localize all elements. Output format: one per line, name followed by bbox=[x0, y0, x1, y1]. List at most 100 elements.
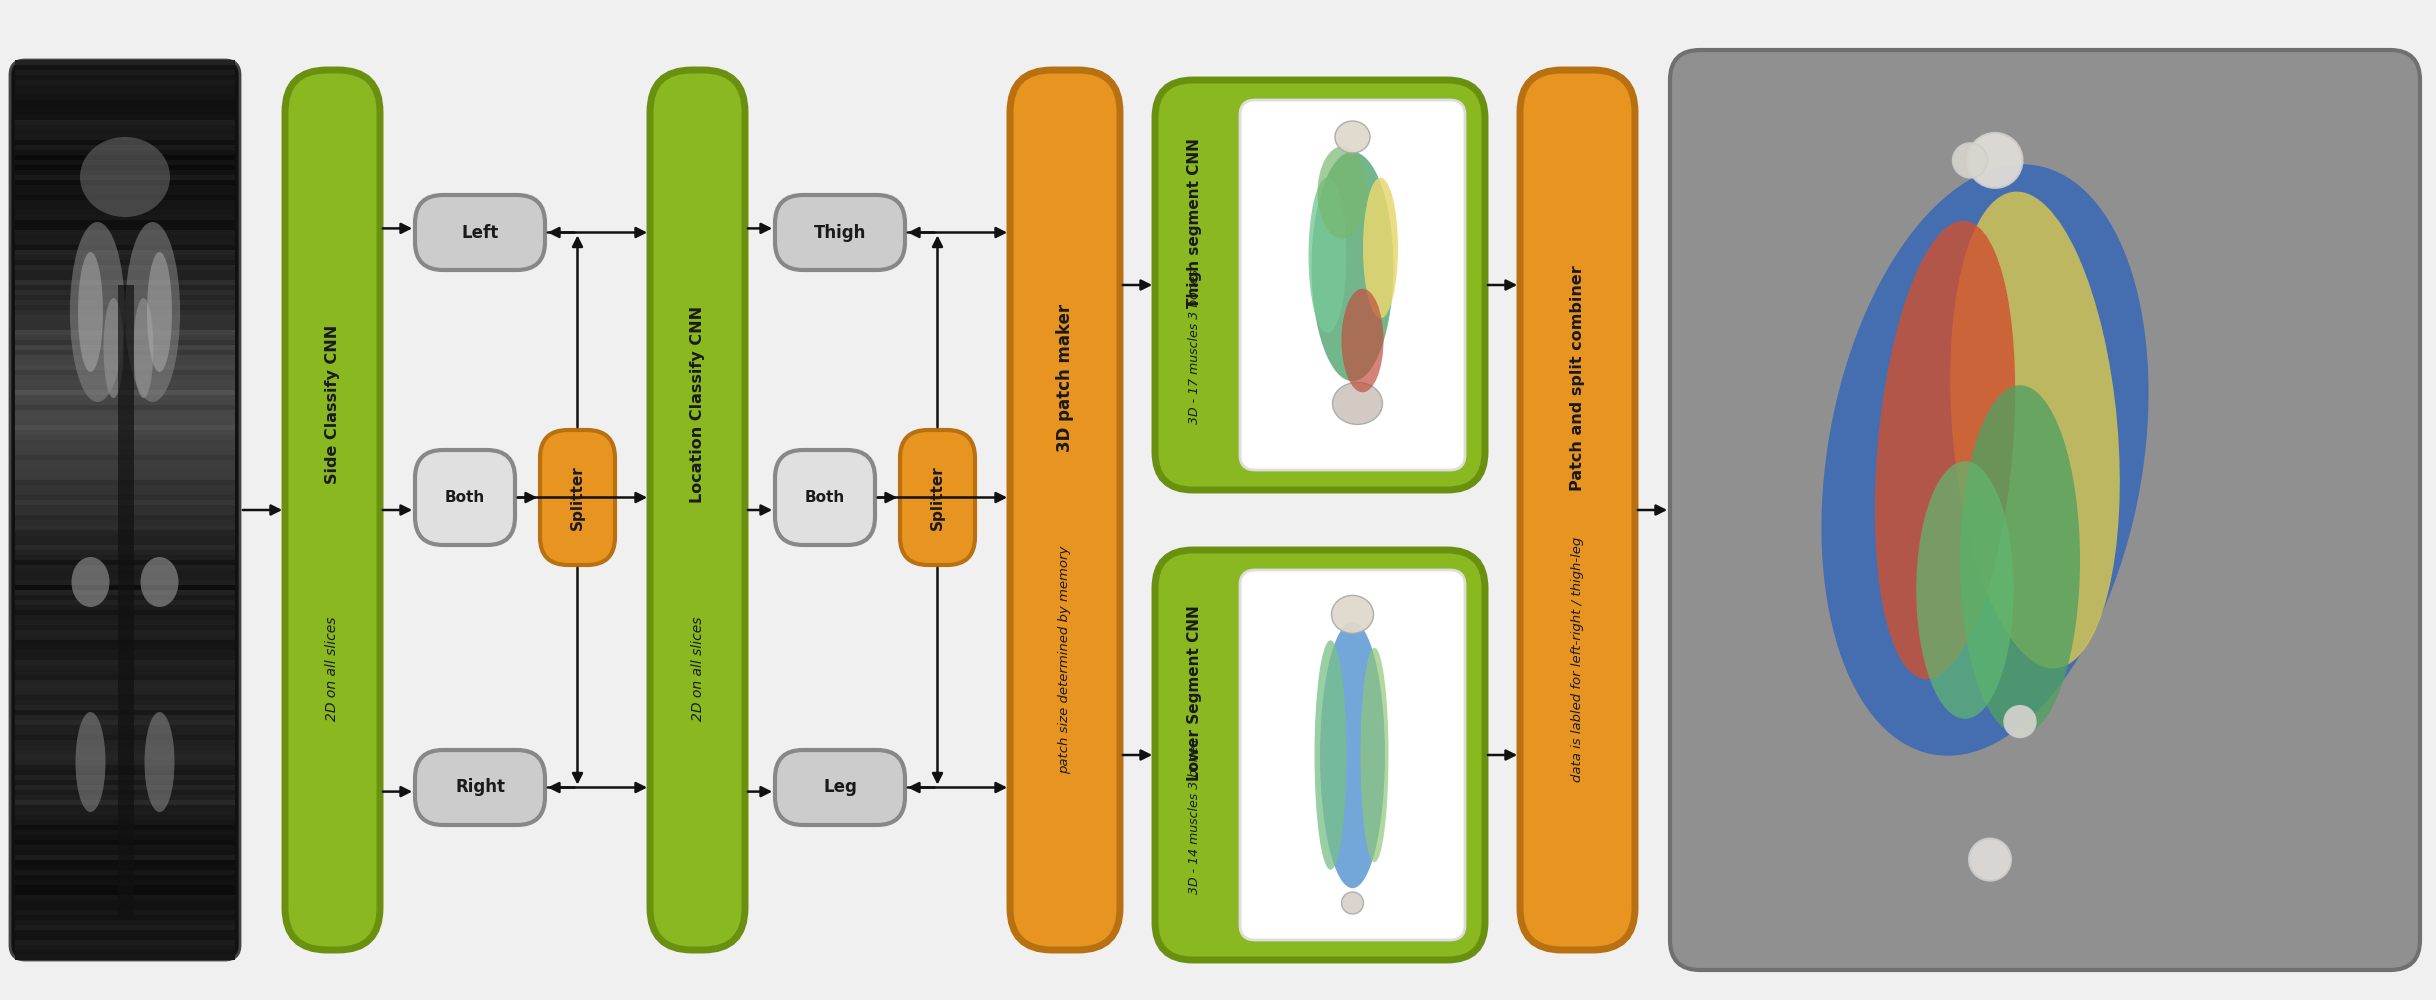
Bar bbox=[15, 790, 234, 795]
Ellipse shape bbox=[146, 252, 173, 372]
Bar bbox=[15, 825, 234, 830]
Bar bbox=[15, 945, 234, 950]
Bar bbox=[15, 475, 234, 480]
Bar bbox=[15, 445, 234, 450]
Bar bbox=[15, 700, 234, 705]
Text: 2D on all slices: 2D on all slices bbox=[689, 616, 704, 721]
Bar bbox=[15, 430, 234, 435]
Bar bbox=[15, 435, 234, 440]
Bar bbox=[15, 535, 234, 540]
Bar bbox=[15, 300, 234, 305]
Bar bbox=[15, 665, 234, 670]
Bar bbox=[15, 795, 234, 800]
Bar bbox=[15, 405, 234, 410]
Bar bbox=[15, 265, 234, 270]
Bar bbox=[15, 415, 234, 420]
Bar bbox=[15, 690, 234, 695]
Text: Location Classify CNN: Location Classify CNN bbox=[689, 306, 704, 503]
Bar bbox=[15, 595, 234, 600]
Ellipse shape bbox=[1954, 143, 1988, 178]
Text: Splitter: Splitter bbox=[931, 465, 945, 530]
Bar bbox=[15, 180, 234, 185]
Bar bbox=[15, 140, 234, 145]
Bar bbox=[15, 750, 234, 755]
Bar bbox=[15, 450, 234, 455]
Bar bbox=[15, 190, 234, 195]
Bar bbox=[15, 910, 234, 915]
Bar bbox=[15, 315, 234, 320]
Bar bbox=[15, 370, 234, 375]
Bar bbox=[15, 780, 234, 785]
Bar bbox=[15, 510, 234, 515]
Bar bbox=[15, 525, 234, 530]
Bar bbox=[15, 320, 234, 325]
Bar bbox=[15, 755, 234, 760]
Text: data is labled for left-right / thigh-leg: data is labled for left-right / thigh-le… bbox=[1571, 537, 1583, 782]
Text: 2D on all slices: 2D on all slices bbox=[326, 616, 339, 721]
Ellipse shape bbox=[1961, 385, 2080, 735]
Bar bbox=[15, 660, 234, 665]
Bar bbox=[15, 385, 234, 390]
Bar bbox=[15, 935, 234, 940]
Bar bbox=[15, 585, 234, 590]
Bar bbox=[15, 80, 234, 85]
Bar bbox=[15, 455, 234, 460]
Text: Thigh: Thigh bbox=[814, 224, 867, 241]
FancyBboxPatch shape bbox=[1155, 80, 1486, 490]
Bar bbox=[15, 400, 234, 405]
FancyBboxPatch shape bbox=[541, 430, 614, 565]
Bar bbox=[15, 90, 234, 95]
Ellipse shape bbox=[1332, 595, 1374, 633]
Bar bbox=[15, 395, 234, 400]
Bar bbox=[15, 615, 234, 620]
Ellipse shape bbox=[1342, 892, 1364, 914]
Bar bbox=[15, 760, 234, 765]
Bar bbox=[15, 830, 234, 835]
Bar bbox=[15, 685, 234, 690]
Bar bbox=[15, 305, 234, 310]
Bar bbox=[15, 815, 234, 820]
Ellipse shape bbox=[102, 298, 124, 398]
Ellipse shape bbox=[78, 252, 102, 372]
Ellipse shape bbox=[141, 557, 178, 607]
Bar bbox=[15, 590, 234, 595]
Bar bbox=[15, 235, 234, 240]
Bar bbox=[15, 550, 234, 555]
Text: Splitter: Splitter bbox=[570, 465, 585, 530]
Bar bbox=[15, 170, 234, 175]
Bar bbox=[15, 205, 234, 210]
Bar bbox=[15, 380, 234, 385]
Bar bbox=[15, 860, 234, 865]
Bar bbox=[15, 890, 234, 895]
Bar bbox=[15, 355, 234, 360]
FancyBboxPatch shape bbox=[1240, 570, 1464, 940]
Bar bbox=[15, 865, 234, 870]
Bar bbox=[15, 840, 234, 845]
Ellipse shape bbox=[1318, 146, 1367, 239]
Bar bbox=[15, 95, 234, 100]
Bar bbox=[15, 905, 234, 910]
Bar bbox=[15, 440, 234, 445]
Ellipse shape bbox=[1315, 640, 1347, 870]
Bar bbox=[15, 195, 234, 200]
Bar bbox=[15, 940, 234, 945]
Bar bbox=[15, 800, 234, 805]
FancyBboxPatch shape bbox=[1520, 70, 1635, 950]
Bar bbox=[15, 695, 234, 700]
Bar bbox=[15, 110, 234, 115]
Ellipse shape bbox=[1308, 178, 1347, 333]
Bar bbox=[15, 545, 234, 550]
Text: Patch and split combiner: Patch and split combiner bbox=[1569, 265, 1586, 491]
Bar bbox=[15, 855, 234, 860]
Bar bbox=[15, 765, 234, 770]
Bar bbox=[15, 60, 234, 65]
Text: Side Classify CNN: Side Classify CNN bbox=[324, 325, 341, 484]
Ellipse shape bbox=[124, 222, 180, 402]
Text: Left: Left bbox=[460, 224, 499, 241]
Bar bbox=[15, 350, 234, 355]
Bar bbox=[15, 620, 234, 625]
Ellipse shape bbox=[1968, 133, 2022, 188]
Bar bbox=[15, 555, 234, 560]
Bar bbox=[15, 605, 234, 610]
Bar bbox=[15, 515, 234, 520]
